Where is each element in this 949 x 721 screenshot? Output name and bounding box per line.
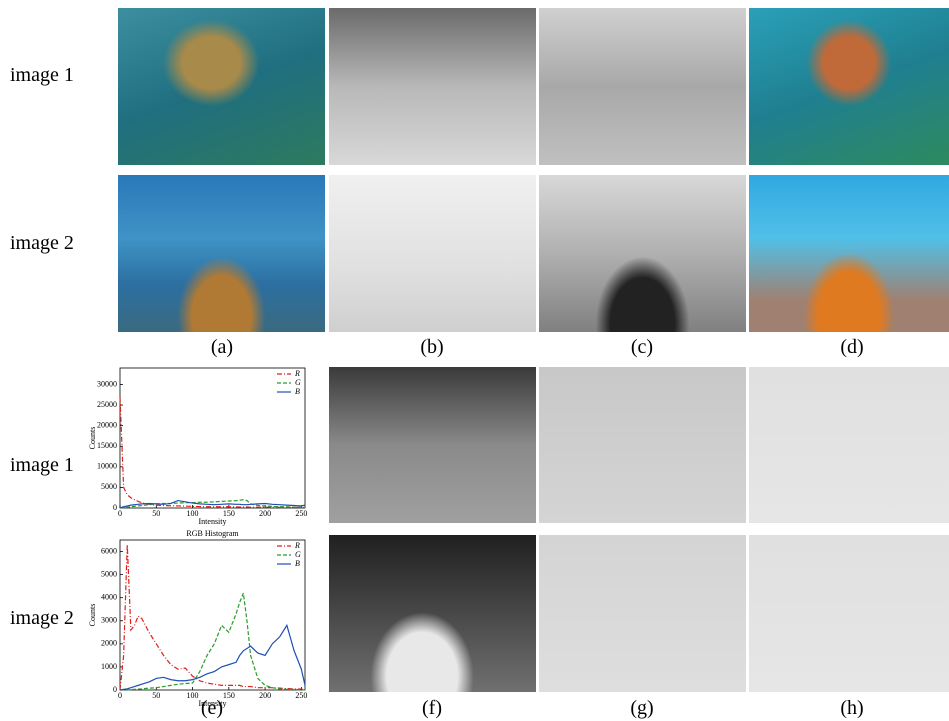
y-tick-label: 1000 xyxy=(101,662,117,671)
y-tick-label: 3000 xyxy=(101,616,117,625)
image-panel xyxy=(749,535,949,692)
y-tick-label: 2000 xyxy=(101,639,117,648)
y-tick-label: 10000 xyxy=(97,462,117,471)
x-tick-label: 250 xyxy=(295,691,307,700)
x-axis-label: Intensity xyxy=(199,517,227,526)
chart-title: RGB Histogram xyxy=(186,529,239,538)
image-panel xyxy=(118,175,325,332)
x-tick-label: 50 xyxy=(152,509,160,518)
x-tick-label: 200 xyxy=(259,509,271,518)
y-tick-label: 30000 xyxy=(97,379,117,388)
panel-label: (h) xyxy=(822,696,882,720)
panel-label: (d) xyxy=(822,335,882,359)
series-line xyxy=(120,397,305,508)
panel-label: (c) xyxy=(612,335,672,359)
image-panel xyxy=(749,367,949,523)
series-line xyxy=(120,625,305,690)
x-tick-label: 0 xyxy=(118,509,122,518)
panel-label: (g) xyxy=(612,696,672,720)
x-tick-label: 0 xyxy=(118,691,122,700)
y-tick-label: 4000 xyxy=(101,593,117,602)
row-label: image 1 xyxy=(10,453,74,477)
image-panel xyxy=(539,535,746,692)
x-tick-label: 50 xyxy=(152,691,160,700)
row-label: image 1 xyxy=(10,63,74,87)
x-axis-label: Intensity xyxy=(199,699,227,708)
legend-label: B xyxy=(295,559,300,568)
y-tick-label: 25000 xyxy=(97,400,117,409)
figure: image 1 image 2 image 1 image 2 (a) (b) … xyxy=(0,0,949,721)
y-axis-label: Counts xyxy=(88,604,97,627)
y-axis-label: Counts xyxy=(88,427,97,450)
image-panel xyxy=(539,175,746,332)
image-panel xyxy=(539,8,746,165)
legend-label: R xyxy=(294,369,300,378)
image-panel xyxy=(329,535,536,692)
image-panel xyxy=(539,367,746,523)
y-tick-label: 15000 xyxy=(97,441,117,450)
y-tick-label: 5000 xyxy=(101,482,117,491)
image-panel xyxy=(118,8,325,165)
image-panel xyxy=(329,8,536,165)
x-tick-label: 250 xyxy=(295,509,307,518)
y-tick-label: 20000 xyxy=(97,420,117,429)
panel-label: (b) xyxy=(402,335,462,359)
x-tick-label: 200 xyxy=(259,691,271,700)
series-line xyxy=(120,593,305,690)
plot-frame xyxy=(120,540,305,690)
x-tick-label: 100 xyxy=(187,509,199,518)
image-panel xyxy=(329,367,536,523)
y-tick-label: 0 xyxy=(113,503,117,512)
legend-label: G xyxy=(295,378,301,387)
legend-label: R xyxy=(294,541,300,550)
series-line xyxy=(120,545,305,690)
legend-label: B xyxy=(295,387,300,396)
x-tick-label: 100 xyxy=(187,691,199,700)
image-panel xyxy=(749,8,949,165)
panel-label: (f) xyxy=(402,696,462,720)
y-tick-label: 0 xyxy=(113,685,117,694)
row-label: image 2 xyxy=(10,606,74,630)
image-panel xyxy=(329,175,536,332)
y-tick-label: 6000 xyxy=(101,546,117,555)
legend-label: G xyxy=(295,550,301,559)
plot-frame xyxy=(120,368,305,508)
y-tick-label: 5000 xyxy=(101,569,117,578)
image-panel xyxy=(749,175,949,332)
row-label: image 2 xyxy=(10,231,74,255)
